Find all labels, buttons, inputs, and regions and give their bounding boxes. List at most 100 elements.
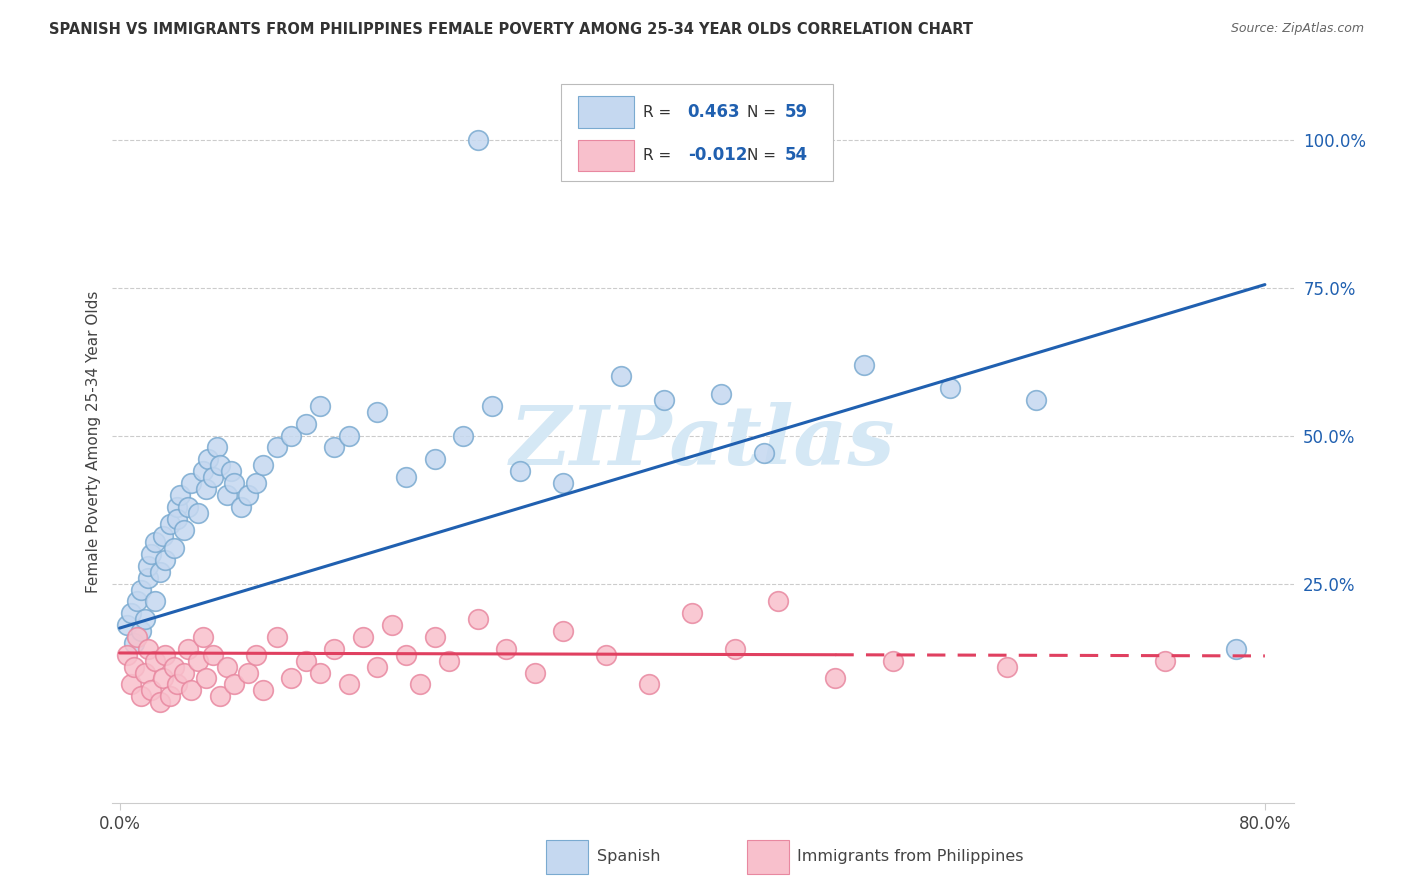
Point	[724, 641, 747, 656]
Point	[166, 511, 188, 525]
Point	[1153, 654, 1175, 668]
Point	[1225, 641, 1247, 656]
Point	[173, 665, 195, 680]
Point	[939, 381, 962, 395]
Text: Source: ZipAtlas.com: Source: ZipAtlas.com	[1230, 22, 1364, 36]
Point	[882, 654, 904, 668]
Text: Spanish: Spanish	[596, 849, 661, 864]
Point	[125, 594, 148, 608]
Point	[252, 458, 274, 473]
Point	[187, 654, 209, 668]
Point	[495, 641, 517, 656]
Point	[194, 672, 217, 686]
Text: N =: N =	[747, 104, 780, 120]
Point	[163, 541, 186, 556]
Point	[323, 441, 346, 455]
Point	[252, 683, 274, 698]
Point	[197, 452, 219, 467]
FancyBboxPatch shape	[578, 96, 634, 128]
Point	[163, 659, 186, 673]
Point	[280, 672, 302, 686]
Point	[853, 358, 876, 372]
Point	[136, 558, 159, 573]
Point	[120, 677, 142, 691]
Point	[139, 683, 162, 698]
Point	[145, 594, 167, 608]
Point	[238, 665, 260, 680]
Point	[710, 387, 733, 401]
FancyBboxPatch shape	[561, 84, 832, 181]
Point	[451, 428, 474, 442]
Point	[152, 672, 174, 686]
Point	[609, 369, 631, 384]
Point	[159, 689, 181, 703]
Point	[159, 517, 181, 532]
Point	[149, 565, 172, 579]
Point	[208, 689, 231, 703]
Point	[136, 571, 159, 585]
Point	[191, 630, 214, 644]
Point	[395, 470, 418, 484]
Text: ZIPatlas: ZIPatlas	[510, 401, 896, 482]
Point	[166, 677, 188, 691]
Point	[766, 594, 789, 608]
Point	[337, 428, 360, 442]
Point	[409, 677, 432, 691]
Point	[995, 659, 1018, 673]
Point	[125, 630, 148, 644]
Point	[553, 624, 575, 638]
Point	[194, 482, 217, 496]
Point	[152, 529, 174, 543]
Point	[180, 683, 202, 698]
Text: 54: 54	[785, 146, 807, 164]
Point	[221, 464, 243, 478]
Point	[115, 648, 138, 662]
Point	[155, 648, 177, 662]
Point	[173, 524, 195, 538]
Point	[177, 641, 200, 656]
Point	[136, 641, 159, 656]
Point	[139, 547, 162, 561]
Point	[337, 677, 360, 691]
Point	[437, 654, 460, 668]
Point	[423, 452, 446, 467]
Point	[481, 399, 503, 413]
Point	[681, 607, 703, 621]
Point	[187, 506, 209, 520]
Point	[523, 665, 546, 680]
Point	[201, 470, 224, 484]
Point	[145, 654, 167, 668]
Point	[134, 665, 156, 680]
Point	[145, 535, 167, 549]
Point	[208, 458, 231, 473]
Point	[155, 553, 177, 567]
Point	[122, 659, 145, 673]
Point	[215, 659, 238, 673]
Y-axis label: Female Poverty Among 25-34 Year Olds: Female Poverty Among 25-34 Year Olds	[86, 291, 101, 592]
Point	[129, 582, 152, 597]
Point	[245, 648, 267, 662]
Text: 59: 59	[785, 103, 807, 121]
Point	[134, 612, 156, 626]
Point	[149, 695, 172, 709]
Point	[224, 677, 246, 691]
Point	[280, 428, 302, 442]
Point	[1025, 393, 1047, 408]
Text: 0.463: 0.463	[688, 103, 741, 121]
Point	[266, 441, 288, 455]
Point	[467, 132, 489, 146]
Point	[294, 654, 316, 668]
Point	[309, 665, 332, 680]
Point	[177, 500, 200, 514]
Text: Immigrants from Philippines: Immigrants from Philippines	[797, 849, 1024, 864]
Point	[366, 405, 388, 419]
Point	[238, 488, 260, 502]
Point	[352, 630, 374, 644]
Point	[323, 641, 346, 656]
Point	[245, 475, 267, 490]
Point	[638, 677, 661, 691]
Point	[467, 612, 489, 626]
Point	[824, 672, 846, 686]
Point	[215, 488, 238, 502]
Point	[366, 659, 388, 673]
